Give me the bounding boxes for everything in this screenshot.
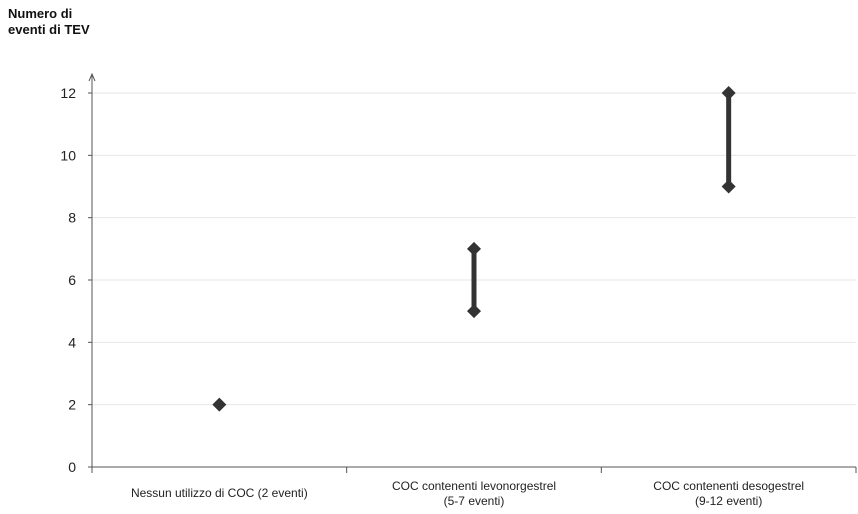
x-category-label: Nessun utilizzo di COC (2 eventi) xyxy=(131,486,308,500)
range-low-marker xyxy=(467,304,481,319)
y-tick-label: 6 xyxy=(68,272,76,288)
range-low-marker xyxy=(721,179,736,194)
x-category-label: COC contenenti levonorgestrel xyxy=(392,479,556,493)
y-tick-label: 0 xyxy=(68,459,76,475)
range-high-marker xyxy=(721,86,736,100)
x-category-label: COC contenenti desogestrel xyxy=(653,479,804,493)
data-marks xyxy=(212,86,736,412)
y-tick-label: 2 xyxy=(68,397,76,413)
x-category-label: (9-12 eventi) xyxy=(695,494,762,508)
point-marker xyxy=(212,397,227,412)
y-axis-label: Numero di eventi di TEV xyxy=(8,6,90,37)
x-category-label: (5-7 eventi) xyxy=(444,494,505,508)
y-tick-label: 8 xyxy=(68,210,76,226)
y-ticks: 0 2 4 6 8 10 12 xyxy=(60,85,92,475)
y-tick-label: 10 xyxy=(60,147,76,163)
x-ticks: Nessun utilizzo di COC (2 eventi) COC con… xyxy=(91,467,857,508)
axes xyxy=(88,72,856,468)
range-high-marker xyxy=(467,241,481,256)
y-tick-label: 12 xyxy=(60,85,76,101)
y-tick-label: 4 xyxy=(68,334,76,350)
y-axis-arrow xyxy=(88,72,96,82)
